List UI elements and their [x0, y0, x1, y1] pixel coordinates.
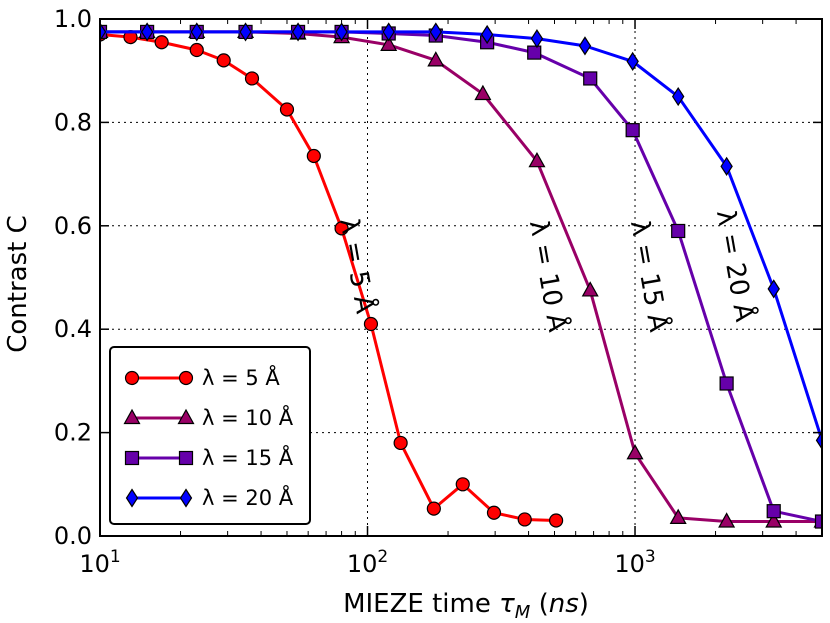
data-point: [480, 24, 494, 45]
legend: λ = 5 Å λ = 10 Å λ = 15 Å λ = 20 Å: [109, 346, 311, 525]
data-point: [765, 512, 783, 528]
legend-entry: λ = 5 Å: [124, 364, 280, 390]
legend-label: λ = 15 Å: [202, 444, 294, 470]
data-point: [429, 22, 443, 42]
data-point: [154, 35, 169, 50]
legend-label: λ = 5 Å: [202, 364, 280, 390]
curve-label: λ = 15 Å: [624, 218, 675, 335]
data-point: [720, 156, 733, 176]
legend-marker: [177, 408, 195, 425]
data-point: [291, 22, 305, 42]
x-tick-label: 101: [79, 547, 120, 578]
y-tick-label: 1.0: [54, 5, 92, 33]
legend-marker: [124, 370, 140, 386]
data-point: [239, 22, 252, 42]
data-point: [486, 505, 502, 520]
data-point: [306, 148, 321, 164]
data-point: [189, 42, 204, 58]
legend-entry: λ = 15 Å: [124, 444, 294, 470]
data-point: [814, 514, 822, 529]
y-tick-label: 0.6: [54, 212, 92, 240]
legend-marker: [123, 408, 141, 425]
y-tick-label: 0.8: [54, 108, 92, 136]
tick-layer: 0.0 0.2 0.4 0.6 0.8 1.0 101 102 103: [54, 5, 823, 578]
data-point: [334, 221, 349, 236]
data-point: [100, 22, 107, 42]
data-point: [719, 376, 734, 391]
data-point: [140, 22, 154, 42]
y-axis-label: Contrast C: [3, 215, 33, 353]
data-point: [474, 84, 492, 101]
data-point: [671, 223, 686, 239]
data-point: [625, 123, 640, 138]
legend-entry: λ = 10 Å: [123, 404, 294, 430]
series-4: [100, 22, 822, 450]
legend-marker: [179, 488, 193, 508]
legend-label: λ = 10 Å: [202, 404, 294, 430]
data-point: [583, 71, 598, 86]
data-point: [578, 36, 592, 56]
data-point: [527, 45, 542, 60]
data-point: [244, 71, 260, 86]
x-axis-label: MIEZE time τM (ns): [343, 589, 589, 623]
data-point: [528, 151, 546, 168]
legend-marker: [125, 488, 139, 508]
data-point: [626, 444, 644, 460]
legend-marker: [178, 370, 194, 386]
data-point: [626, 51, 639, 71]
data-point: [767, 279, 780, 299]
data-point: [426, 501, 441, 516]
curve-label: λ = 5 Å: [333, 215, 381, 316]
data-point: [279, 102, 295, 117]
series-layer: [100, 22, 822, 529]
data-point: [216, 53, 231, 68]
data-point: [335, 22, 348, 42]
legend-box: [109, 346, 311, 525]
x-tick-label: 102: [347, 547, 388, 578]
plot-frame: [99, 18, 823, 537]
y-tick-label: 0.4: [54, 315, 92, 343]
data-point: [669, 508, 687, 525]
data-point: [455, 477, 470, 492]
legend-entry: λ = 20 Å: [125, 484, 294, 510]
grid-layer: [100, 19, 822, 536]
data-point: [671, 86, 685, 107]
data-point: [427, 51, 445, 67]
data-point: [766, 504, 781, 519]
legend-marker: [178, 450, 194, 466]
data-point: [530, 29, 544, 49]
data-point: [190, 22, 203, 42]
data-point: [382, 22, 395, 42]
legend-marker: [124, 450, 140, 466]
series-line: [100, 33, 557, 522]
data-point: [393, 435, 408, 451]
data-point: [581, 281, 599, 297]
data-point: [815, 430, 822, 450]
data-point: [549, 513, 564, 528]
series-1: [100, 27, 564, 528]
y-tick-label: 0.0: [54, 522, 92, 550]
data-point: [380, 35, 398, 51]
series-line: [100, 30, 822, 441]
data-point: [363, 316, 379, 332]
curve-label: λ = 20 Å: [710, 207, 761, 324]
data-point: [517, 512, 532, 527]
data-point: [718, 512, 736, 528]
x-tick-label: 103: [614, 547, 655, 578]
y-tick-label: 0.2: [54, 419, 92, 447]
legend-label: λ = 20 Å: [202, 484, 294, 510]
